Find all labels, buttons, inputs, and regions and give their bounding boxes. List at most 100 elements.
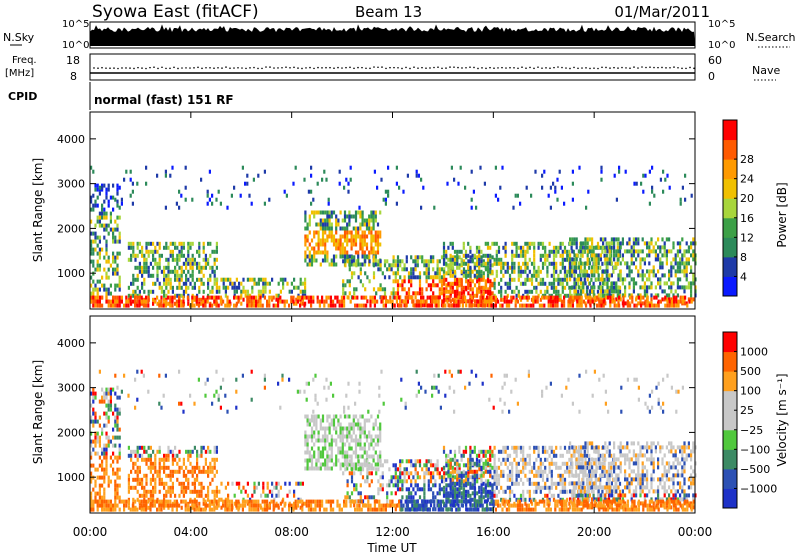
heatmap-cell <box>456 285 459 290</box>
heatmap-cell <box>630 277 633 282</box>
heatmap-cell <box>517 273 520 278</box>
heatmap-cell <box>255 299 258 304</box>
nave-dot <box>429 67 431 69</box>
heatmap-cell <box>339 234 342 239</box>
heatmap-cell <box>615 197 618 202</box>
heatmap-cell <box>134 295 137 300</box>
heatmap-cell <box>279 295 282 300</box>
heatmap-cell <box>453 249 457 254</box>
heatmap-cell <box>502 261 505 266</box>
heatmap-cell <box>107 479 110 484</box>
heatmap-cell <box>414 259 417 264</box>
heatmap-cell <box>152 301 155 306</box>
colorbar-tick-label: 12 <box>740 231 754 244</box>
heatmap-cell <box>268 289 271 294</box>
heatmap-cell <box>337 242 340 247</box>
heatmap-cell <box>324 250 327 255</box>
heatmap-cell <box>140 295 143 300</box>
heatmap-cell <box>207 469 210 474</box>
heatmap-cell <box>442 465 446 470</box>
heatmap-cell <box>327 295 330 300</box>
heatmap-cell <box>160 457 163 462</box>
heatmap-cell <box>605 273 608 278</box>
heatmap-cell <box>672 293 675 298</box>
heatmap-cell <box>96 215 99 220</box>
heatmap-cell <box>603 277 606 282</box>
heatmap-cell <box>92 407 95 412</box>
heatmap-cell <box>326 462 329 467</box>
heatmap-cell <box>248 299 251 304</box>
heatmap-cell <box>639 257 642 262</box>
heatmap-cell <box>424 299 427 304</box>
freq-panel-frame <box>89 53 696 81</box>
heatmap-cell <box>114 443 117 448</box>
heatmap-cell <box>348 442 351 447</box>
heatmap-cell <box>495 249 498 254</box>
heatmap-cell <box>396 255 400 260</box>
heatmap-cell <box>593 293 596 298</box>
heatmap-cell <box>442 253 446 258</box>
heatmap-cell <box>114 239 117 244</box>
nave-dot <box>141 67 143 69</box>
nave-dot <box>553 66 555 69</box>
heatmap-cell <box>105 395 108 400</box>
heatmap-cell <box>458 491 461 496</box>
heatmap-cell <box>335 242 338 247</box>
heatmap-cell <box>343 246 347 251</box>
nave-label: Nave <box>752 64 780 77</box>
heatmap-cell <box>534 299 537 304</box>
nave-dot <box>593 67 595 69</box>
heatmap-cell <box>266 493 269 498</box>
heatmap-cell <box>310 201 313 206</box>
heatmap-cell <box>180 269 183 274</box>
heatmap-cell <box>683 289 686 294</box>
heatmap-cell <box>468 299 471 304</box>
heatmap-cell <box>158 465 161 470</box>
nave-dot <box>601 66 603 69</box>
nave-dot <box>137 66 139 69</box>
heatmap-cell <box>462 487 466 492</box>
heatmap-cell <box>412 267 415 272</box>
heatmap-cell <box>376 454 380 459</box>
heatmap-cell <box>469 497 472 502</box>
heatmap-cell <box>127 257 130 262</box>
heatmap-cell <box>251 277 254 282</box>
heatmap-cell <box>456 289 459 294</box>
heatmap-cell <box>138 303 141 308</box>
heatmap-cell <box>399 459 402 464</box>
nave-dot <box>317 66 319 69</box>
heatmap-cell <box>561 277 564 282</box>
heatmap-cell <box>431 295 434 300</box>
heatmap-cell <box>681 253 684 258</box>
nave-dot <box>505 67 507 69</box>
heatmap-cell <box>480 491 483 496</box>
heatmap-cell <box>196 261 199 266</box>
heatmap-cell <box>447 491 450 496</box>
heatmap-cell <box>684 295 687 300</box>
heatmap-cell <box>588 265 591 270</box>
heatmap-cell <box>666 303 669 308</box>
heatmap-cell <box>312 299 315 304</box>
heatmap-cell <box>283 299 286 304</box>
heatmap-cell <box>317 234 320 239</box>
heatmap-cell <box>96 435 99 440</box>
heatmap-cell <box>105 251 108 256</box>
heatmap-cell <box>321 434 325 439</box>
heatmap-cell <box>160 295 163 300</box>
heatmap-cell <box>363 442 366 447</box>
heatmap-cell <box>621 237 624 242</box>
heatmap-cell <box>573 265 576 270</box>
heatmap-cell <box>468 303 471 308</box>
heatmap-cell <box>178 295 181 300</box>
heatmap-cell <box>368 418 371 423</box>
heatmap-cell <box>415 173 418 178</box>
heatmap-cell <box>152 289 155 294</box>
colorbar-tick-label: 16 <box>740 212 754 225</box>
heatmap-cell <box>473 481 476 486</box>
heatmap-cell <box>458 467 461 472</box>
heatmap-cell <box>502 457 505 462</box>
heatmap-cell <box>374 262 377 267</box>
heatmap-cell <box>416 275 419 280</box>
heatmap-cell <box>641 301 644 306</box>
heatmap-cell <box>491 485 494 490</box>
